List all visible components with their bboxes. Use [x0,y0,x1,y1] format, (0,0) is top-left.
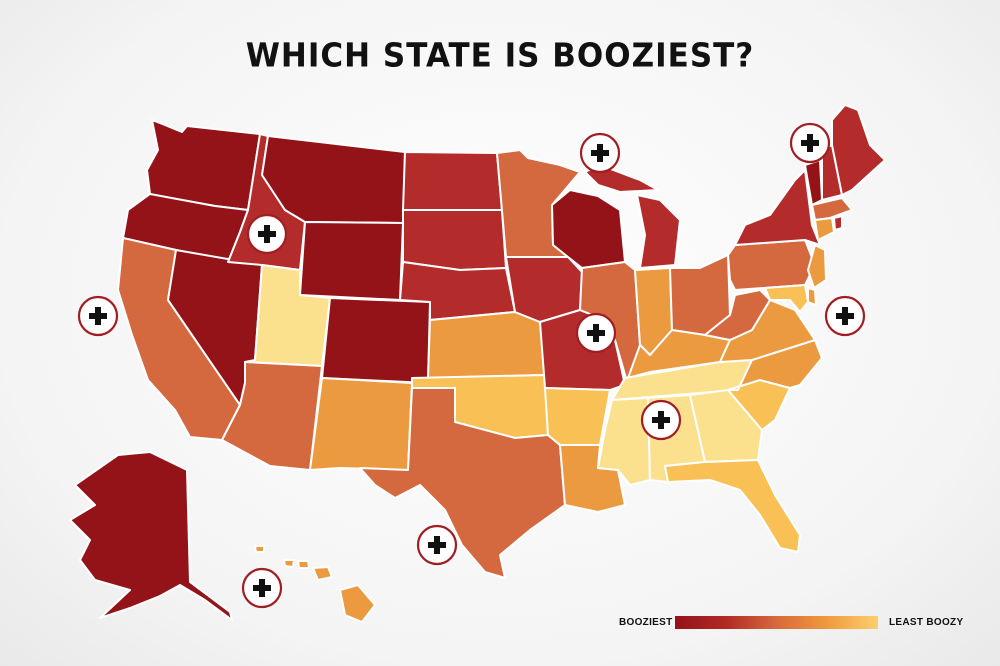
plus-icon[interactable] [416,524,458,566]
state-new-jersey[interactable] [807,244,827,289]
plus-icon[interactable] [640,399,682,441]
state-georgia[interactable] [689,389,763,463]
state-connecticut[interactable] [814,217,835,241]
state-louisiana[interactable] [559,444,626,513]
plus-icon[interactable] [246,213,288,255]
state-north-dakota[interactable] [402,151,503,211]
state-new-mexico[interactable] [309,377,413,471]
state-maine[interactable] [831,104,886,196]
legend-min-label: BOOZIEST [619,617,673,628]
plus-icon[interactable] [77,295,119,337]
state-florida[interactable] [664,459,801,553]
plus-icon[interactable] [241,567,283,609]
state-colorado[interactable] [321,297,431,384]
legend: BOOZIEST LEAST BOOZY [619,614,989,634]
state-wyoming[interactable] [299,221,404,301]
state-hawaii[interactable] [254,545,376,623]
state-delaware[interactable] [807,287,817,306]
plus-icon[interactable] [789,122,831,164]
plus-icon[interactable] [579,132,621,174]
state-alaska[interactable] [69,451,233,621]
legend-max-label: LEAST BOOZY [889,617,964,628]
legend-gradient-bar [675,616,878,629]
page-title: WHICH STATE IS BOOZIEST? [245,37,755,75]
state-kansas[interactable] [427,311,546,379]
state-massachusetts[interactable] [811,197,853,221]
state-arizona[interactable] [221,361,323,471]
plus-icon[interactable] [575,312,617,354]
plus-icon[interactable] [824,295,866,337]
state-texas[interactable] [359,387,566,579]
state-pennsylvania[interactable] [727,239,816,291]
state-west-virginia[interactable] [704,289,771,341]
state-arkansas[interactable] [544,387,611,446]
markers-layer [77,122,866,609]
state-maryland[interactable] [764,284,809,313]
state-rhode-island[interactable] [833,215,843,231]
state-south-dakota[interactable] [402,209,507,271]
